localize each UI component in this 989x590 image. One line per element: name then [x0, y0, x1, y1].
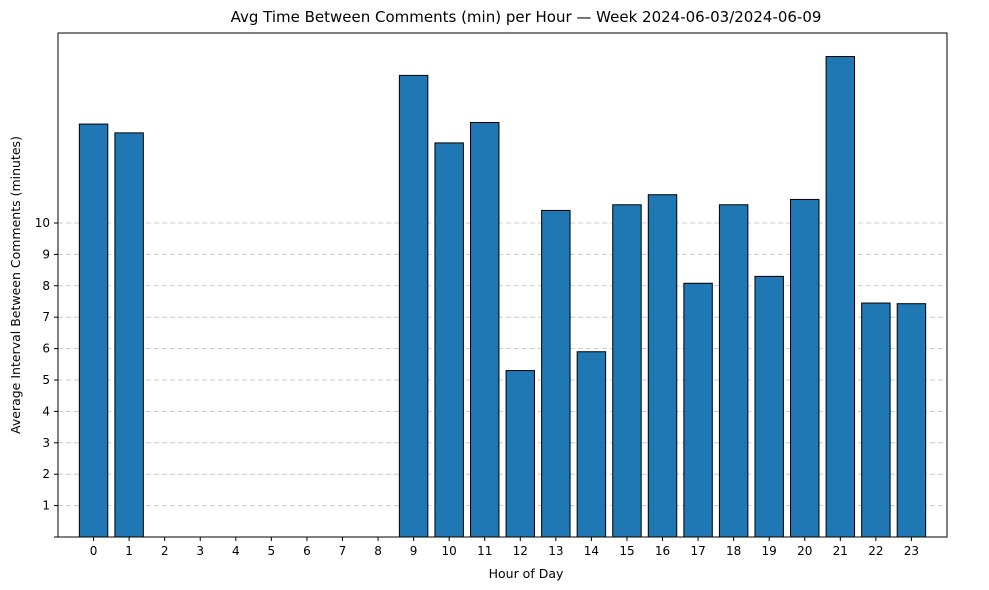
x-tick-label: 16	[655, 544, 670, 558]
x-tick-label: 17	[690, 544, 705, 558]
x-tick-label: 3	[196, 544, 204, 558]
y-tick-label: 1	[42, 499, 50, 513]
bar-hour-22	[861, 302, 891, 538]
x-tick-label: 18	[726, 544, 741, 558]
bar-hour-19	[754, 275, 784, 538]
bars	[78, 56, 927, 538]
x-tick-label: 8	[374, 544, 382, 558]
x-tick-label: 22	[868, 544, 883, 558]
y-tick-label: 6	[42, 342, 50, 356]
bar-hour-17	[683, 282, 713, 538]
chart-title: Avg Time Between Comments (min) per Hour…	[231, 8, 822, 26]
y-axis-ticks: 1 2 3 4 5 6 7 8 9 10	[35, 216, 58, 538]
x-tick-label: 0	[90, 544, 98, 558]
x-tick-label: 19	[762, 544, 777, 558]
x-tick-label: 5	[268, 544, 276, 558]
bar-hour-0	[78, 123, 109, 538]
x-axis-label: Hour of Day	[489, 566, 564, 581]
x-tick-label: 21	[833, 544, 848, 558]
x-tick-label: 1	[125, 544, 133, 558]
x-tick-label: 6	[303, 544, 311, 558]
x-tick-label: 11	[477, 544, 492, 558]
bar-hour-16	[647, 194, 678, 538]
x-tick-label: 9	[410, 544, 418, 558]
y-tick-label: 8	[42, 279, 50, 293]
bar-hour-1	[114, 132, 144, 538]
y-tick-label: 4	[42, 404, 50, 418]
y-tick-label: 5	[42, 373, 50, 387]
plot-frame	[57, 32, 948, 538]
x-tick-label: 15	[619, 544, 634, 558]
bar-hour-9	[398, 74, 429, 538]
bar-hour-18	[718, 204, 749, 538]
x-tick-label: 10	[442, 544, 457, 558]
bar-hour-20	[790, 198, 820, 538]
bar-hour-12	[505, 370, 536, 538]
y-tick-label: 9	[42, 247, 50, 261]
bar-hour-21	[825, 56, 856, 538]
bar-hour-13	[541, 209, 571, 538]
x-tick-label: 12	[513, 544, 528, 558]
y-axis-label: Average Interval Between Comments (minut…	[8, 136, 23, 434]
y-tick-label: 3	[42, 436, 50, 450]
x-tick-label: 14	[584, 544, 599, 558]
x-tick-label: 4	[232, 544, 240, 558]
x-axis-ticks: 0 1 2 3 4 5 6 7 8 9 10 11 12 13 14 15 16 17 18 19 20 21 22 23	[90, 537, 919, 558]
y-tick-label: 10	[35, 216, 50, 230]
x-tick-label: 7	[339, 544, 347, 558]
bar-hour-15	[612, 204, 642, 538]
x-tick-label: 2	[161, 544, 169, 558]
bar-hour-10	[434, 142, 464, 538]
x-tick-label: 20	[797, 544, 812, 558]
bar-hour-11	[469, 121, 500, 538]
y-tick-label: 2	[42, 467, 50, 481]
bar-hour-23	[896, 303, 927, 538]
bar-hour-14	[576, 351, 607, 538]
x-tick-label: 23	[904, 544, 919, 558]
x-tick-label: 13	[548, 544, 563, 558]
y-tick-label: 7	[42, 310, 50, 324]
